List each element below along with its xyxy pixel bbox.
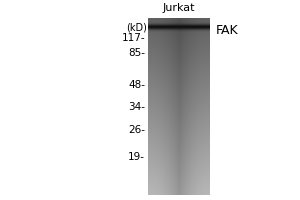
Text: 26-: 26- — [128, 125, 145, 135]
Text: Jurkat: Jurkat — [163, 3, 195, 13]
Text: 19-: 19- — [128, 152, 145, 162]
Text: (kD): (kD) — [126, 23, 147, 33]
Text: FAK: FAK — [216, 23, 239, 36]
Text: 48-: 48- — [128, 80, 145, 90]
Text: 85-: 85- — [128, 48, 145, 58]
Text: 117-: 117- — [122, 33, 145, 43]
Text: 34-: 34- — [128, 102, 145, 112]
